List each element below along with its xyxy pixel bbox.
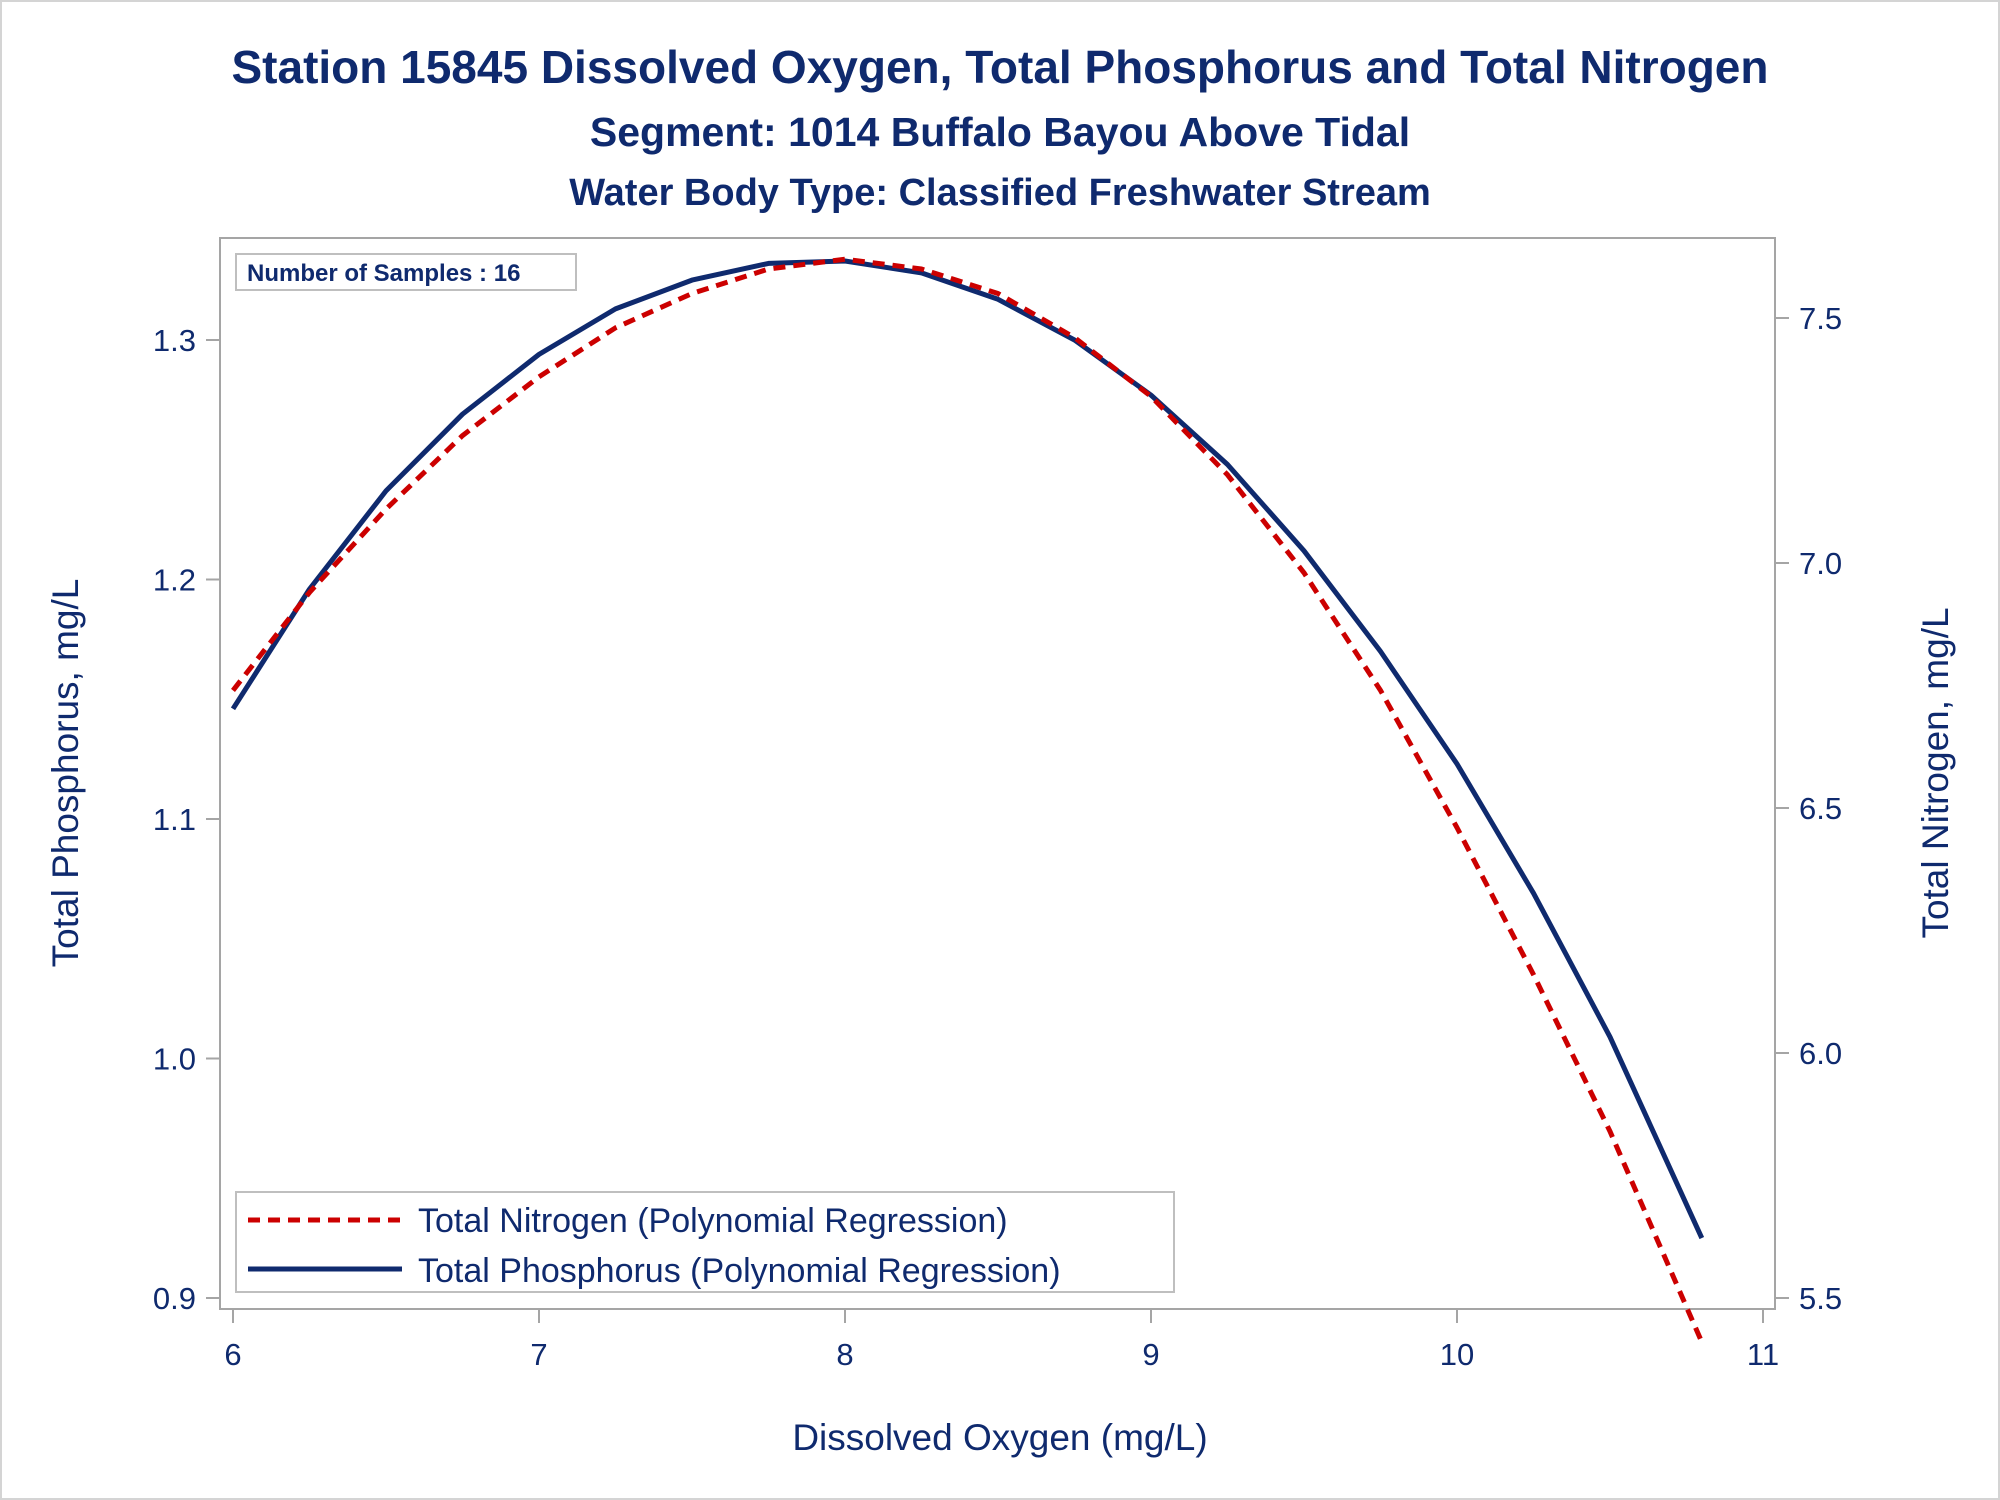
x-tick-label: 11 (1747, 1337, 1779, 1372)
nitrogen-series-line (231, 256, 1705, 1344)
y-axis-ticks: 0.9 1.0 1.1 1.2 1.3 (153, 323, 220, 1316)
sample-count-frame (235, 253, 577, 291)
x-axis-label: Dissolved Oxygen (mg/L) (792, 1417, 1207, 1458)
series-layer (230, 256, 1705, 1344)
x-axis-ticks: 6 7 8 9 10 11 (224, 1309, 1779, 1372)
legend: Total Nitrogen (Polynomial Regression) T… (235, 1191, 1175, 1293)
chart-title: Station 15845 Dissolved Oxygen, Total Ph… (231, 41, 1768, 93)
y-tick-label: 1.1 (153, 802, 196, 837)
y-tick-label: 1.0 (153, 1042, 196, 1077)
y-tick-label: 1.2 (153, 563, 196, 598)
chart-subtitle: Segment: 1014 Buffalo Bayou Above Tidal (590, 109, 1410, 155)
legend-frame (235, 1191, 1175, 1293)
y2-axis-ticks: 5.5 6.0 6.5 7.0 7.5 (1775, 301, 1842, 1316)
phosphorus-series-line (230, 258, 1705, 1240)
y-axis-label: Total Phosphorus, mg/L (45, 579, 86, 968)
sample-count-box: Number of Samples : 16 (235, 253, 577, 291)
y2-tick-label: 7.5 (1799, 301, 1842, 336)
y2-tick-label: 7.0 (1799, 546, 1842, 581)
legend-label-nitrogen: Total Nitrogen (Polynomial Regression) (418, 1202, 1008, 1240)
y2-tick-label: 6.5 (1799, 791, 1842, 826)
chart-subtitle-2: Water Body Type: Classified Freshwater S… (569, 172, 1431, 214)
y2-axis-label: Total Nitrogen, mg/L (1915, 607, 1956, 938)
sample-count-text: Number of Samples : 16 (247, 260, 520, 287)
x-tick-label: 6 (224, 1337, 241, 1372)
x-tick-label: 8 (836, 1337, 853, 1372)
x-tick-label: 10 (1440, 1337, 1474, 1372)
y-tick-label: 1.3 (153, 323, 196, 358)
y2-tick-label: 6.0 (1799, 1036, 1842, 1071)
y-tick-label: 0.9 (153, 1281, 196, 1316)
x-tick-label: 9 (1142, 1337, 1159, 1372)
y2-tick-label: 5.5 (1799, 1281, 1842, 1316)
legend-label-phosphorus: Total Phosphorus (Polynomial Regression) (418, 1252, 1061, 1290)
plot-area (219, 237, 1776, 1310)
x-tick-label: 7 (530, 1337, 547, 1372)
